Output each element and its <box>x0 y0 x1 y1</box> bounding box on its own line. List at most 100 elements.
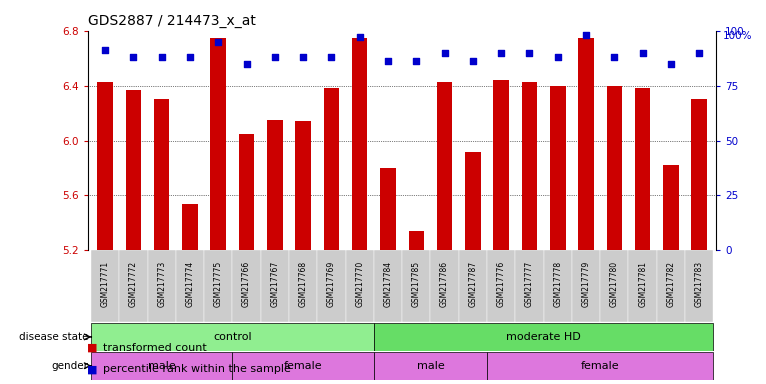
Bar <box>487 352 713 379</box>
Bar <box>148 250 176 323</box>
Bar <box>211 38 226 250</box>
Text: percentile rank within the sample: percentile rank within the sample <box>103 364 291 374</box>
Text: control: control <box>213 332 252 342</box>
Point <box>523 50 535 56</box>
Bar <box>374 250 402 323</box>
Bar <box>380 168 396 250</box>
Bar <box>182 204 198 250</box>
Bar <box>91 250 119 323</box>
Bar <box>459 250 487 323</box>
Text: GSM217766: GSM217766 <box>242 261 251 308</box>
Bar <box>516 250 544 323</box>
Point <box>466 58 479 65</box>
Point <box>552 54 564 60</box>
Bar <box>323 88 339 250</box>
Bar <box>97 81 113 250</box>
Point <box>354 34 366 40</box>
Point <box>99 47 111 53</box>
Text: GSM217787: GSM217787 <box>468 261 477 307</box>
Bar <box>119 250 148 323</box>
Text: GSM217777: GSM217777 <box>525 261 534 308</box>
Bar <box>232 250 260 323</box>
Text: transformed count: transformed count <box>103 343 207 353</box>
Point <box>212 39 224 45</box>
Text: moderate HD: moderate HD <box>506 332 581 342</box>
Point <box>637 50 649 56</box>
Bar <box>260 250 289 323</box>
Text: GSM217767: GSM217767 <box>270 261 280 308</box>
Text: ■: ■ <box>87 343 97 353</box>
Bar <box>493 80 509 250</box>
Bar <box>154 99 169 250</box>
Text: GSM217770: GSM217770 <box>355 261 364 308</box>
Text: GSM217768: GSM217768 <box>299 261 308 307</box>
Text: disease state: disease state <box>19 332 89 342</box>
Text: GSM217775: GSM217775 <box>214 261 223 308</box>
Bar <box>635 88 650 250</box>
Point <box>326 54 338 60</box>
Bar <box>578 38 594 250</box>
Point <box>665 61 677 67</box>
Bar <box>402 250 430 323</box>
Text: female: female <box>581 361 620 371</box>
Point <box>155 54 168 60</box>
Text: GSM217773: GSM217773 <box>157 261 166 308</box>
Text: GSM217786: GSM217786 <box>440 261 449 307</box>
Text: GSM217783: GSM217783 <box>695 261 704 307</box>
Text: ■: ■ <box>87 364 97 374</box>
Bar <box>544 250 572 323</box>
Bar <box>126 90 141 250</box>
Text: GSM217778: GSM217778 <box>553 261 562 307</box>
Bar <box>296 121 311 250</box>
Point <box>438 50 450 56</box>
Text: 100%: 100% <box>722 31 752 41</box>
Text: female: female <box>284 361 322 371</box>
Bar <box>408 231 424 250</box>
Bar <box>522 81 537 250</box>
Point <box>184 54 196 60</box>
Bar <box>374 352 487 379</box>
Bar <box>345 250 374 323</box>
Text: GSM217771: GSM217771 <box>100 261 110 307</box>
Bar <box>628 250 656 323</box>
Point <box>241 61 253 67</box>
Text: male: male <box>417 361 444 371</box>
Text: male: male <box>148 361 175 371</box>
Point <box>410 58 422 65</box>
Point <box>297 54 309 60</box>
Text: gender: gender <box>51 361 89 371</box>
Bar <box>239 134 254 250</box>
Text: GSM217780: GSM217780 <box>610 261 619 307</box>
Point <box>495 50 507 56</box>
Bar <box>267 120 283 250</box>
Text: GSM217784: GSM217784 <box>384 261 392 307</box>
Bar <box>685 250 713 323</box>
Text: GSM217776: GSM217776 <box>496 261 506 308</box>
Bar <box>91 352 232 379</box>
Text: GSM217782: GSM217782 <box>666 261 676 307</box>
Text: GSM217772: GSM217772 <box>129 261 138 307</box>
Point <box>693 50 705 56</box>
Bar <box>656 250 685 323</box>
Text: GSM217769: GSM217769 <box>327 261 336 308</box>
Text: GSM217779: GSM217779 <box>581 261 591 308</box>
Bar <box>572 250 601 323</box>
Bar <box>601 250 628 323</box>
Bar <box>91 323 374 351</box>
Point <box>580 32 592 38</box>
Bar <box>607 86 622 250</box>
Point <box>269 54 281 60</box>
Text: GSM217774: GSM217774 <box>185 261 195 308</box>
Bar <box>487 250 516 323</box>
Bar <box>374 323 713 351</box>
Bar <box>663 165 679 250</box>
Bar <box>176 250 204 323</box>
Bar <box>232 352 374 379</box>
Text: GSM217781: GSM217781 <box>638 261 647 307</box>
Bar <box>352 38 368 250</box>
Point <box>382 58 394 65</box>
Point <box>127 54 139 60</box>
Bar <box>289 250 317 323</box>
Bar <box>692 99 707 250</box>
Bar <box>204 250 232 323</box>
